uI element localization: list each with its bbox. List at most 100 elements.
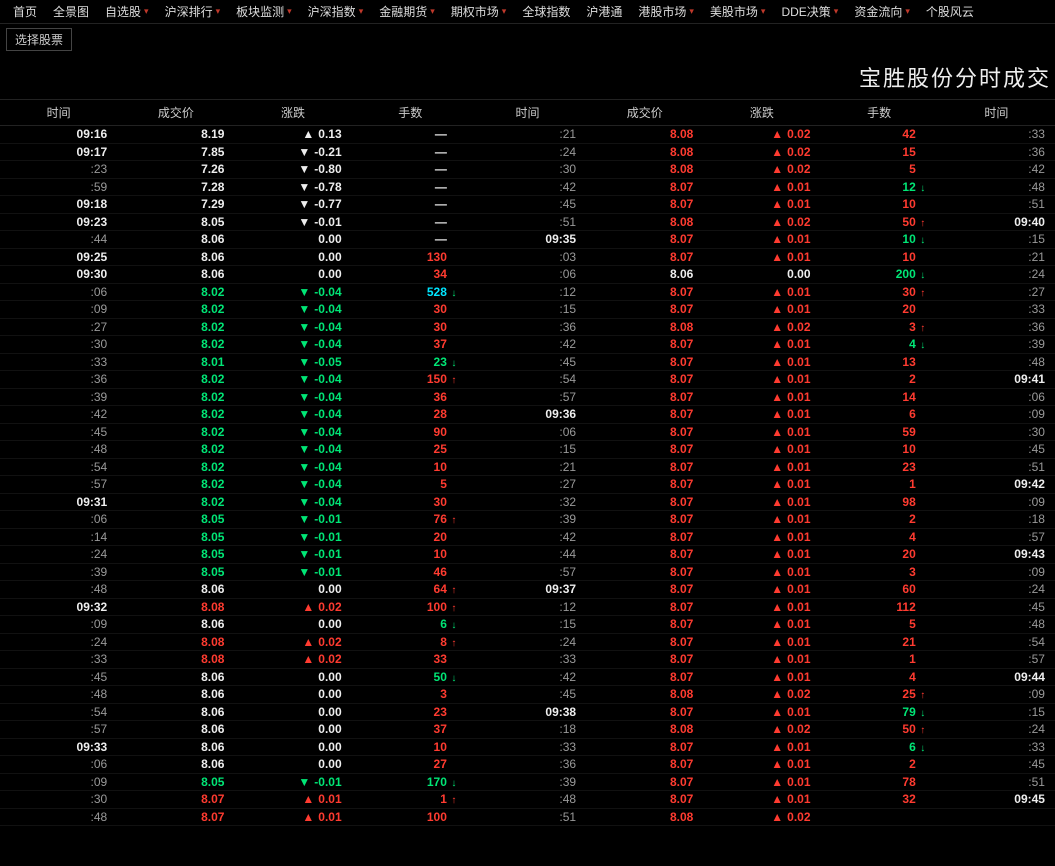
col-header: 手数 [352,100,469,125]
nav-item[interactable]: 沪深排行▾ [158,3,228,20]
volume-cell: 98 [821,495,938,509]
time-cell: :36 [938,145,1055,159]
time-cell: :44 [0,232,117,246]
price-cell: 8.07 [586,302,703,316]
change-cell: -0.04 [234,320,351,334]
table-row: :398.02-0.0436:578.070.0114:06 [0,389,1055,407]
time-cell: 09:33 [0,740,117,754]
change-cell: 0.01 [703,617,820,631]
volume-cell: 10 [821,197,938,211]
volume-cell: 14 [821,390,938,404]
table-row: 09:177.85-0.21—:248.080.0215:36 [0,144,1055,162]
change-cell: -0.01 [234,775,351,789]
change-cell: 0.00 [703,267,820,281]
price-cell: 8.07 [586,512,703,526]
change-cell: -0.04 [234,337,351,351]
volume-cell: 2 [821,757,938,771]
volume-cell: 27 [352,757,469,771]
price-cell: 8.08 [586,145,703,159]
time-cell: 09:37 [469,582,586,596]
nav-item[interactable]: 首页 [6,3,44,20]
time-cell: :59 [0,180,117,194]
nav-item[interactable]: 金融期货▾ [372,3,442,20]
price-cell: 8.02 [117,477,234,491]
volume-cell: — [352,215,469,229]
table-row: 09:168.190.13—:218.080.0242:33 [0,126,1055,144]
change-cell: 0.00 [234,250,351,264]
table-row: 09:338.060.0010:338.070.016↓:33 [0,739,1055,757]
time-cell: :54 [0,705,117,719]
nav-item[interactable]: 全球指数 [515,3,577,20]
nav-item[interactable]: 个股风云 [919,3,981,20]
table-row: :578.060.0037:188.080.0250↑:24 [0,721,1055,739]
volume-cell: 25↑ [821,687,938,701]
nav-item[interactable]: 沪深指数▾ [301,3,371,20]
time-cell: 09:43 [938,547,1055,561]
price-cell: 8.02 [117,425,234,439]
nav-item[interactable]: 板块监测▾ [229,3,299,20]
price-cell: 8.06 [117,617,234,631]
change-cell: 0.01 [703,372,820,386]
time-cell: :45 [938,757,1055,771]
time-cell: :15 [938,232,1055,246]
price-cell: 8.07 [586,600,703,614]
col-header: 涨跌 [234,100,351,125]
time-cell: :45 [469,355,586,369]
change-cell: -0.77 [234,197,351,211]
nav-item[interactable]: 港股市场▾ [631,3,701,20]
change-cell: 0.01 [703,705,820,719]
col-header: 手数 [821,100,938,125]
nav-item[interactable]: 资金流向▾ [847,3,917,20]
change-cell: 0.01 [703,285,820,299]
time-cell: :42 [0,407,117,421]
time-cell: 09:41 [938,372,1055,386]
col-header: 时间 [469,100,586,125]
change-cell: 0.02 [703,320,820,334]
time-cell: :48 [0,810,117,824]
change-cell: 0.00 [234,722,351,736]
nav-item[interactable]: 沪港通 [579,3,629,20]
volume-cell: 1↑ [352,792,469,806]
volume-cell: 13 [821,355,938,369]
price-cell: 8.07 [586,775,703,789]
table-row: 09:187.29-0.77—:458.070.0110:51 [0,196,1055,214]
nav-item[interactable]: 美股市场▾ [703,3,773,20]
time-cell: :57 [0,722,117,736]
nav-item[interactable]: 期权市场▾ [444,3,514,20]
table-row: :068.060.0027:368.070.012:45 [0,756,1055,774]
time-cell: :24 [0,635,117,649]
time-cell: :30 [469,162,586,176]
time-cell: 09:16 [0,127,117,141]
table-row: :548.060.002309:388.070.0179↓:15 [0,704,1055,722]
change-cell: -0.04 [234,302,351,316]
stock-selector[interactable]: 选择股票 [6,28,72,51]
time-cell: :27 [469,477,586,491]
volume-cell: 21 [821,635,938,649]
volume-cell: 20 [821,547,938,561]
change-cell: 0.02 [703,162,820,176]
time-cell: :48 [0,687,117,701]
change-cell: 0.01 [703,530,820,544]
nav-item[interactable]: 全景图 [46,3,96,20]
change-cell: 0.00 [234,670,351,684]
price-cell: 8.08 [586,215,703,229]
nav-item[interactable]: 自选股▾ [98,3,156,20]
change-cell: 0.01 [703,600,820,614]
time-cell: :06 [469,425,586,439]
time-cell: :33 [0,652,117,666]
nav-item[interactable]: DDE决策▾ [774,3,845,20]
table-row: :458.060.0050↓:428.070.01409:44 [0,669,1055,687]
price-cell: 8.07 [586,635,703,649]
volume-cell: 2 [821,372,938,386]
price-cell: 8.07 [586,740,703,754]
time-cell: :42 [938,162,1055,176]
volume-cell: 60 [821,582,938,596]
change-cell: 0.02 [703,215,820,229]
change-cell: 0.01 [234,810,351,824]
table-row: :488.060.003:458.080.0225↑:09 [0,686,1055,704]
price-cell: 8.06 [117,670,234,684]
price-cell: 8.07 [586,530,703,544]
time-cell: :24 [938,582,1055,596]
col-header: 涨跌 [703,100,820,125]
volume-cell: 33 [352,652,469,666]
